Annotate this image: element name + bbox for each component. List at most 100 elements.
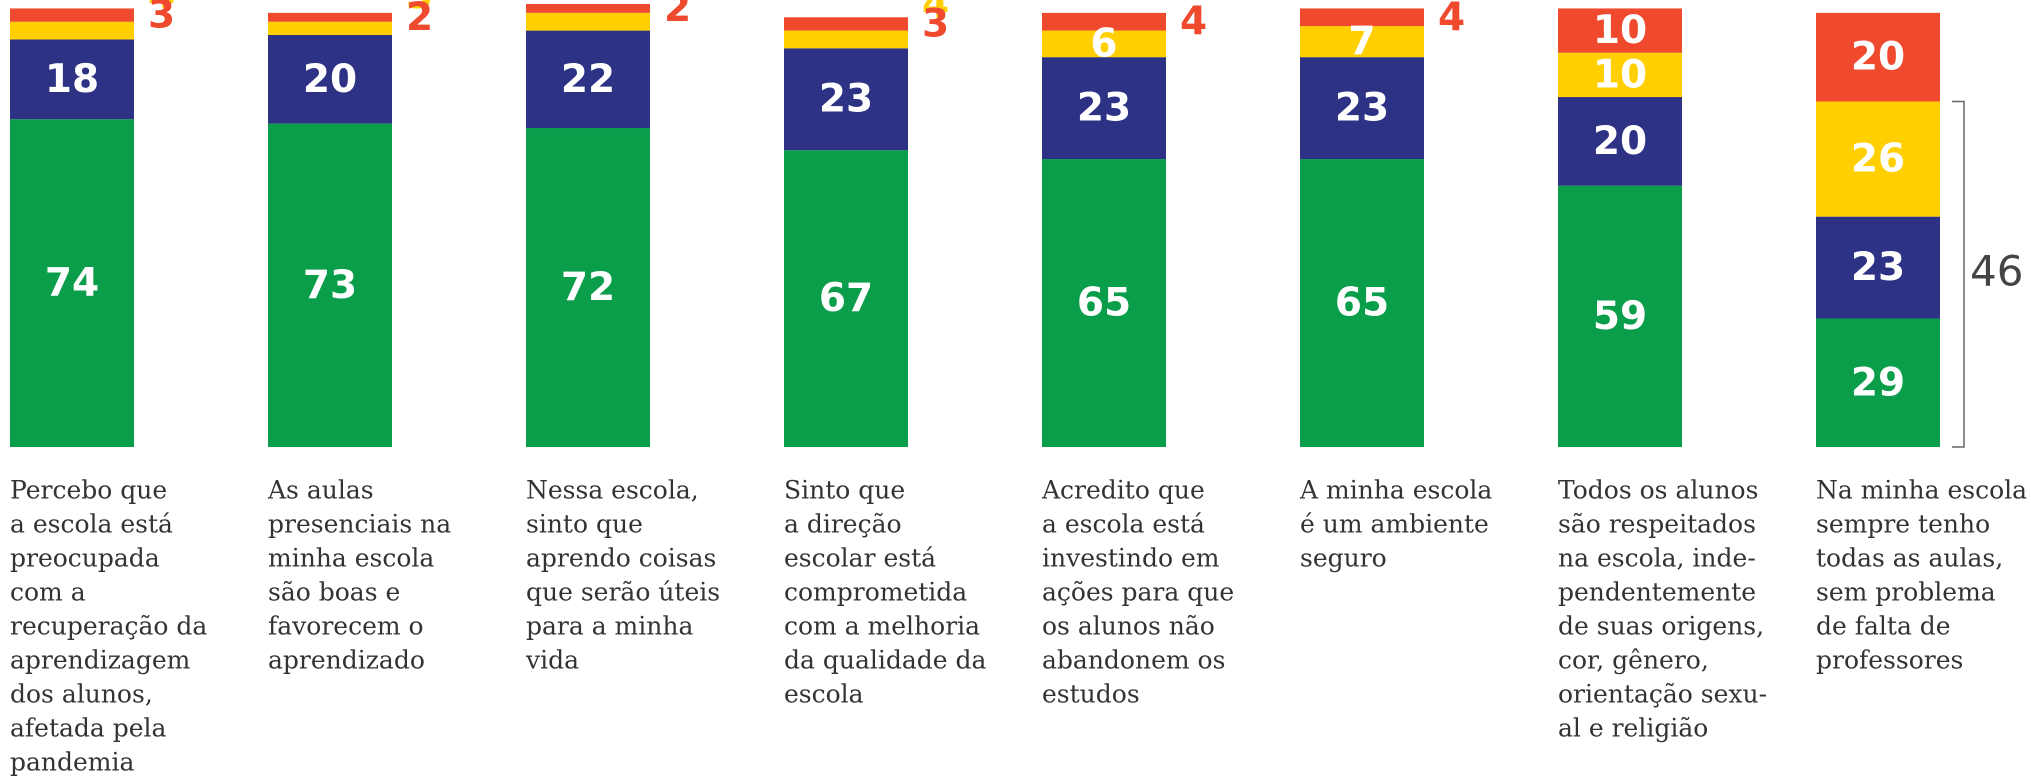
category-label: sem problema (1816, 578, 1996, 607)
bar-segment (1816, 216, 1940, 319)
value-label: 6 (1090, 21, 1117, 66)
bracket-label: 46 (1970, 247, 2023, 296)
category-label: com a (10, 578, 86, 607)
value-label: 72 (561, 265, 615, 310)
bar-segment (268, 123, 392, 448)
value-label: 29 (1851, 360, 1905, 405)
value-label: 7 (1348, 19, 1375, 64)
bar-segment (1042, 57, 1166, 160)
category-label: é um ambiente (1300, 510, 1489, 539)
bar-segment (1300, 8, 1424, 27)
category-label: para a minha (526, 612, 693, 641)
value-label: 4 (1180, 0, 1207, 44)
category-label: A minha escola (1299, 476, 1492, 505)
value-label: 22 (561, 57, 615, 102)
category-label: Todos os alunos (1558, 476, 1758, 505)
category-label: investindo em (1042, 544, 1220, 573)
value-label: 4 (148, 0, 175, 18)
category-label: pendentemente (1558, 578, 1756, 607)
category-label: de suas origens, (1558, 612, 1764, 641)
category-label: a escola está (1042, 510, 1205, 539)
value-label: 67 (819, 276, 873, 321)
category-label: são respeitados (1558, 510, 1756, 539)
value-label: 23 (1851, 245, 1905, 290)
category-label: orientação sexu- (1558, 680, 1767, 709)
value-label: 23 (1077, 86, 1131, 131)
category-label: na escola, inde- (1558, 544, 1756, 573)
bar-segment (784, 150, 908, 447)
bar-segment (268, 21, 392, 36)
category-label: aprendizagem (10, 646, 191, 675)
category-label: favorecem o (268, 612, 424, 641)
bar-segment (1558, 8, 1682, 53)
bar-segment (784, 48, 908, 151)
category-label: escola (784, 680, 864, 709)
bar-segment (10, 21, 134, 40)
category-label: preocupada (10, 544, 160, 573)
category-label: minha escola (268, 544, 434, 573)
category-label: pandemia (10, 748, 135, 777)
category-label: a escola está (10, 510, 173, 539)
bar-segment (784, 30, 908, 49)
category-label: Acredito que (1041, 476, 1205, 505)
value-label: 10 (1593, 52, 1647, 97)
bar-segment (526, 128, 650, 448)
value-label: 3 (148, 0, 175, 38)
category-label: sempre tenho (1816, 510, 1990, 539)
category-label: Sinto que (784, 476, 905, 505)
value-label: 23 (1335, 86, 1389, 131)
bar-segment (1558, 97, 1682, 186)
value-label: 4 (664, 0, 691, 9)
bar-segment (1042, 30, 1166, 58)
bar-segment (268, 35, 392, 124)
value-label: 65 (1077, 281, 1131, 326)
bar-segment (1300, 57, 1424, 160)
category-label: Na minha escola (1816, 476, 2027, 505)
bar-segment (1558, 52, 1682, 98)
category-label: seguro (1300, 544, 1387, 573)
category-label: presenciais na (268, 510, 451, 539)
bar-segment (1816, 318, 1940, 447)
category-label: As aulas (267, 476, 374, 505)
value-label: 3 (406, 0, 433, 18)
value-label: 74 (45, 261, 99, 306)
category-label: sinto que (526, 510, 643, 539)
value-label: 10 (1593, 8, 1647, 53)
category-label: da qualidade da (784, 646, 987, 675)
category-label: a direção (784, 510, 902, 539)
category-label: recuperação da (10, 612, 207, 641)
bar-segment (1558, 185, 1682, 447)
bar-segment (1042, 12, 1166, 31)
value-label: 20 (1851, 35, 1905, 80)
value-label: 20 (303, 57, 357, 102)
category-label: Percebo que (10, 476, 167, 505)
category-label: de falta de (1816, 612, 1951, 641)
bar-segment (10, 39, 134, 120)
category-label: vida (525, 646, 579, 675)
category-label: cor, gênero, (1558, 646, 1709, 675)
category-label: Nessa escola, (526, 476, 699, 505)
value-label: 2 (406, 0, 433, 40)
bar-segment (10, 8, 134, 22)
category-label: comprometida (784, 578, 967, 607)
category-label: todas as aulas, (1816, 544, 2003, 573)
value-label: 2 (664, 0, 691, 31)
category-label: aprendo coisas (526, 544, 716, 573)
bar-segment (526, 12, 650, 31)
value-label: 18 (45, 57, 99, 102)
bar-segment (1816, 12, 1940, 102)
value-label: 23 (819, 77, 873, 122)
value-label: 4 (1438, 0, 1465, 40)
bar-segment (1300, 26, 1424, 58)
bar-segment (526, 30, 650, 129)
bar-segment (784, 17, 908, 31)
value-label: 20 (1593, 119, 1647, 164)
value-label: 3 (922, 1, 949, 46)
bar-segment (1042, 159, 1166, 448)
category-label: os alunos não (1042, 612, 1215, 641)
bar-segment (268, 12, 392, 22)
category-label: professores (1816, 646, 1963, 675)
bar-segment (10, 119, 134, 448)
category-label: al e religião (1558, 714, 1708, 743)
